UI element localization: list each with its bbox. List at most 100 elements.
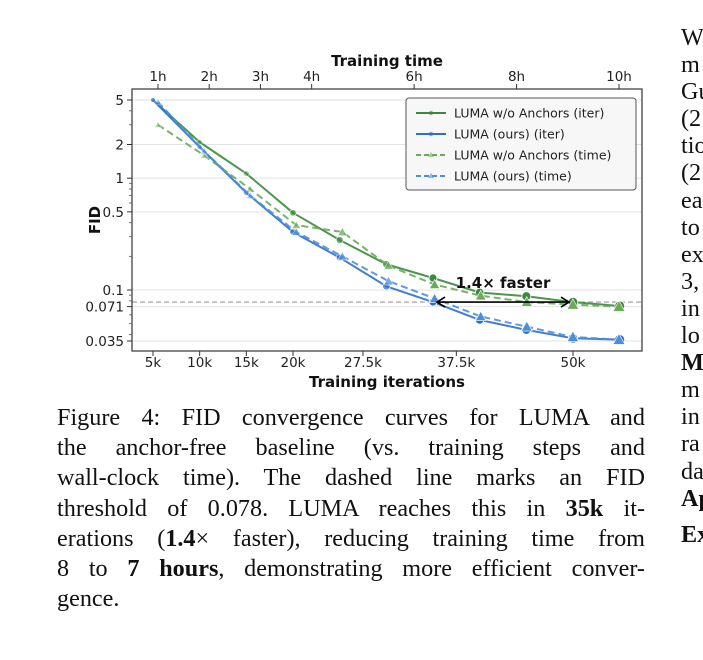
data-point [199,150,209,159]
x2-tick-label: 3h [252,69,269,85]
legend-box [405,97,637,191]
legend-swatch-marker [428,173,434,178]
data-point [474,289,487,301]
caption-line: gence. [57,584,645,614]
data-point [383,260,394,270]
data-point [520,320,533,332]
caption-text: × faster), reducing training time from [195,524,646,552]
column-text-fragment: Ex [681,520,703,548]
speedup-annotation: 1.4× faster [435,274,571,308]
data-point [429,278,441,289]
legend-label: LUMA (ours) (iter) [454,127,565,142]
x2-axis-label: Training time [331,52,443,70]
caption-line: threshold of 0.078. LUMA reaches this in… [57,494,645,524]
data-point [383,275,394,286]
caption-text: gence. [57,585,120,613]
x-axis-ticks: 5k 10k 15k 20k 27.5k 37.5k 50k [145,351,586,371]
caption-line: the anchor-free baseline (vs. training s… [57,433,645,463]
caption-text: threshold of 0.078. LUMA reaches this in [57,494,566,522]
column-text-fragment: m [681,51,700,79]
data-point [337,251,348,261]
x-tick-label: 37.5k [437,355,475,371]
y-tick-label: 0.1 [103,283,124,299]
caption-text: erations ( [57,524,166,552]
y-axis-ticks: 5 2 1 0.5 0.10.071 0.035 [85,93,132,350]
column-text-fragment: Ap [681,484,703,512]
caption-line: wall-clock time). The dashed line marks … [57,463,645,493]
data-point [428,273,438,283]
column-text-fragment: W [681,24,703,51]
series-luma-w-o-anchors-time [153,120,626,312]
data-point [429,292,441,303]
column-text-fragment: ra [681,430,700,458]
data-point [335,236,344,244]
column-text-fragment: ea [681,186,703,214]
column-text-fragment: in [681,403,700,431]
data-point [474,310,487,321]
caption-text: Figure 4: FID convergence curves for LUM… [57,404,645,431]
column-text-fragment: 3, [681,267,700,295]
column-text-fragment: ex [681,240,703,268]
x2-axis-ticks: 1h 2h 3h 4h 6h 8h 10h [149,69,632,89]
x-tick-label: 27.5k [344,355,382,371]
x-tick-label: 15k [234,355,259,371]
x2-tick-label: 4h [303,69,320,85]
caption-text: 8 to [57,555,128,583]
speedup-label: 1.4× faster [456,274,551,292]
data-point [199,146,209,155]
x-tick-label: 5k [145,355,162,371]
series-luma-ours-time [153,97,626,345]
column-text-fragment: to [681,213,700,241]
series-line [157,123,620,308]
legend-label: LUMA w/o Anchors (iter) [454,106,604,121]
data-point [150,97,156,103]
column-text-fragment: (2 [681,159,702,187]
data-point [245,184,255,193]
data-point [291,227,302,236]
caption-bold-text: 1.4 [165,524,196,552]
x2-tick-label: 10h [606,69,632,85]
data-point [242,170,250,177]
plot-frame [131,88,643,352]
legend-swatch-marker [428,131,434,137]
y-tick-label: 5 [115,93,124,109]
data-point [153,97,163,106]
data-point [245,190,255,199]
caption-text: wall-clock time). The dashed line marks … [57,464,645,492]
series-lines [150,97,626,346]
arrow-head-left [435,296,446,308]
y-tick-label: 1 [115,171,124,187]
series-line [157,101,620,341]
column-text-fragment: da [681,457,703,485]
data-point [153,120,163,128]
legend-swatch-marker [428,152,434,157]
data-point [337,226,348,236]
fid-convergence-chart: 1.4× faster 5k 10k 15k 20k 27.5k 37.5k 50k 1h 2… [85,52,643,391]
data-point [612,300,626,312]
data-point [289,209,297,217]
caption-line: Figure 4: FID convergence curves for LUM… [57,403,645,433]
x-axis-label: Training iterations [309,373,465,391]
x-tick-label: 50k [561,355,586,371]
y-tick-label: 2 [115,138,124,154]
y-tick-label: 0.071 [85,300,124,316]
legend-label: LUMA w/o Anchors (time) [454,148,611,163]
x2-tick-label: 1h [149,69,166,85]
caption-text: , demonstrating more efficient conver- [218,555,645,583]
caption-bold-text: 7 hours [127,555,219,583]
data-point [612,333,626,345]
legend: LUMA w/o Anchors (iter) LUMA (ours) (iter… [405,97,637,191]
caption-line: erations (1.4× faster), reducing trainin… [57,524,645,554]
column-text-fragment: (2 [681,105,702,133]
column-text-fragment: M [681,349,703,377]
column-text-fragment: Gu [681,78,703,106]
caption-bold-text: 35k [565,494,604,522]
legend-swatch-marker [428,110,434,116]
y-axis-label: FID [86,206,104,234]
data-point [566,330,580,342]
caption-text: the anchor-free baseline (vs. training s… [57,434,645,462]
caption-text: it- [603,494,646,522]
x2-tick-label: 8h [508,69,525,85]
x2-tick-label: 2h [201,69,218,85]
